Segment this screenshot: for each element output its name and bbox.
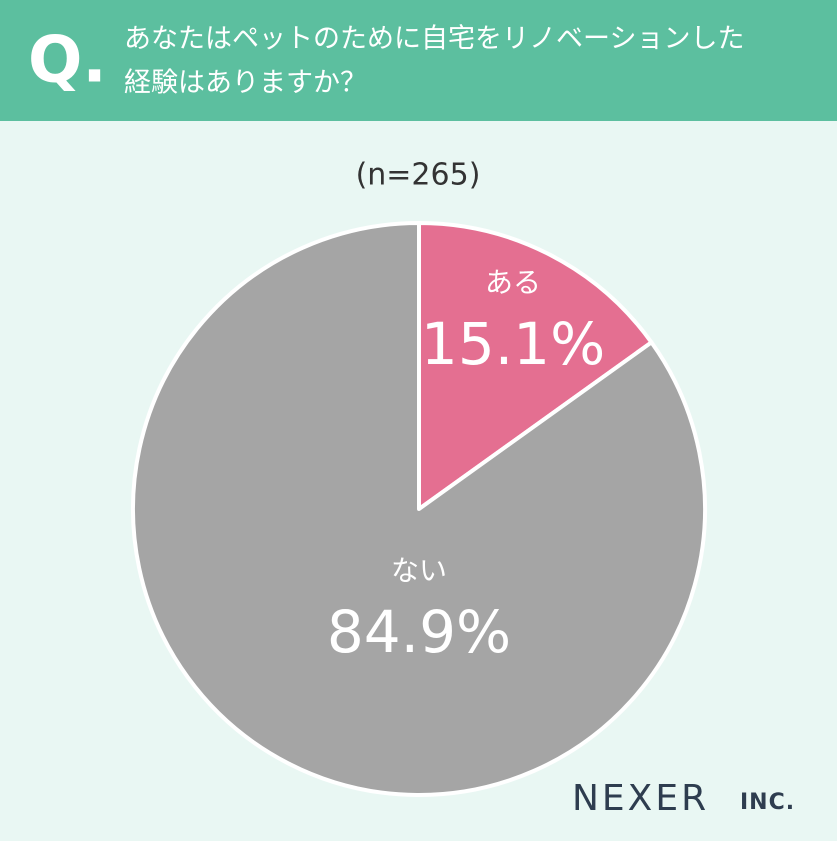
pie-labels: ある 15.1% ない 84.9% xyxy=(327,266,605,666)
slice-category-label: ある xyxy=(485,266,541,299)
chart-title: あなたはペットのために自宅をリノベーションした xyxy=(124,24,744,55)
pie xyxy=(131,221,707,797)
header xyxy=(0,0,837,121)
chart-title: 経験はありますか？ xyxy=(124,68,367,99)
slice-value-label: 84.9% xyxy=(327,598,511,666)
slice-value-label: 15.1% xyxy=(421,310,605,378)
brand-suffix: INC. xyxy=(740,790,795,815)
slice-category-label: ない xyxy=(391,554,447,587)
pie-slice xyxy=(417,221,654,511)
brand-logo: NEXER xyxy=(572,778,709,819)
q-marker: Q. xyxy=(28,24,107,98)
pie-slice xyxy=(131,221,707,797)
subtitle: (n=265) xyxy=(356,158,481,193)
